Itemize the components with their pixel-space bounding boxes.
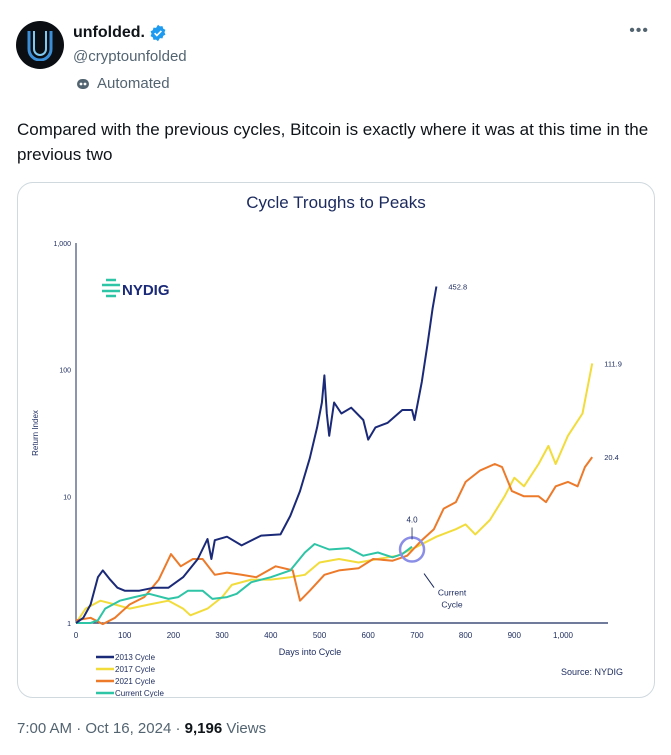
chart-title: Cycle Troughs to Peaks (246, 193, 426, 212)
nydig-logo-icon (102, 278, 120, 298)
legend-entry: 2017 Cycle (115, 665, 156, 674)
bot-icon (77, 78, 89, 89)
tweet-meta: 7:00 AM · Oct 16, 2024 · 9,196 Views (17, 720, 267, 737)
y-tick-label: 1 (67, 621, 71, 628)
y-tick-label: 100 (59, 368, 71, 375)
series-line-2021-cycle (75, 456, 594, 626)
legend-entry: 2013 Cycle (115, 653, 156, 662)
x-axis-label: Days into Cycle (279, 647, 342, 657)
views-count: 9,196 (184, 720, 223, 737)
series-line-2017-cycle (75, 363, 594, 624)
y-tick-label: 1,000 (53, 241, 71, 248)
current-cycle-arrow (423, 573, 435, 588)
x-tick-label: 0 (74, 631, 79, 640)
current-cycle-label: Current (438, 588, 467, 598)
source-label: Source: NYDIG (561, 667, 623, 677)
x-tick-label: 600 (362, 631, 376, 640)
tweet-date[interactable]: Oct 16, 2024 (85, 720, 172, 737)
avatar[interactable] (16, 21, 64, 69)
automated-label: Automated (75, 75, 170, 92)
x-tick-label: 300 (215, 631, 229, 640)
end-value-label: 20.4 (604, 453, 619, 462)
x-tick-label: 400 (264, 631, 278, 640)
end-value-label: 111.9 (604, 359, 622, 368)
legend-entry: 2021 Cycle (115, 677, 156, 686)
current-cycle-label: Cycle (441, 600, 463, 610)
end-value-label: 452.8 (448, 282, 467, 291)
more-horizontal-icon[interactable]: ••• (629, 22, 649, 39)
x-tick-label: 200 (167, 631, 181, 640)
nydig-logo: NYDIG (102, 278, 170, 299)
y-axis-label: Return Index (31, 410, 40, 456)
views-label: Views (226, 720, 267, 737)
tweet-text: Compared with the previous cycles, Bitco… (17, 120, 649, 164)
nydig-logo-text: NYDIG (122, 282, 170, 299)
legend-entry: Current Cycle (115, 689, 164, 697)
x-tick-label: 100 (118, 631, 132, 640)
x-tick-label: 900 (508, 631, 522, 640)
tweet-time[interactable]: 7:00 AM (17, 720, 73, 737)
x-tick-label: 1,000 (553, 631, 574, 640)
current-value-label: 4.0 (406, 516, 418, 525)
unfolded-logo-icon (27, 31, 53, 61)
display-name[interactable]: unfolded. (73, 24, 167, 42)
series-line-2013-cycle (75, 286, 438, 624)
x-tick-label: 700 (410, 631, 424, 640)
verified-badge-icon (150, 24, 166, 42)
x-tick-label: 800 (459, 631, 473, 640)
chart: Cycle Troughs to Peaks NYDIG Return Inde… (31, 193, 623, 697)
series-line-current-cycle (76, 543, 413, 624)
y-tick-label: 10 (63, 494, 71, 501)
user-handle[interactable]: @cryptounfolded (73, 48, 187, 65)
tweet-image-chart[interactable]: Cycle Troughs to Peaks NYDIG Return Inde… (17, 182, 655, 698)
x-tick-label: 500 (313, 631, 327, 640)
